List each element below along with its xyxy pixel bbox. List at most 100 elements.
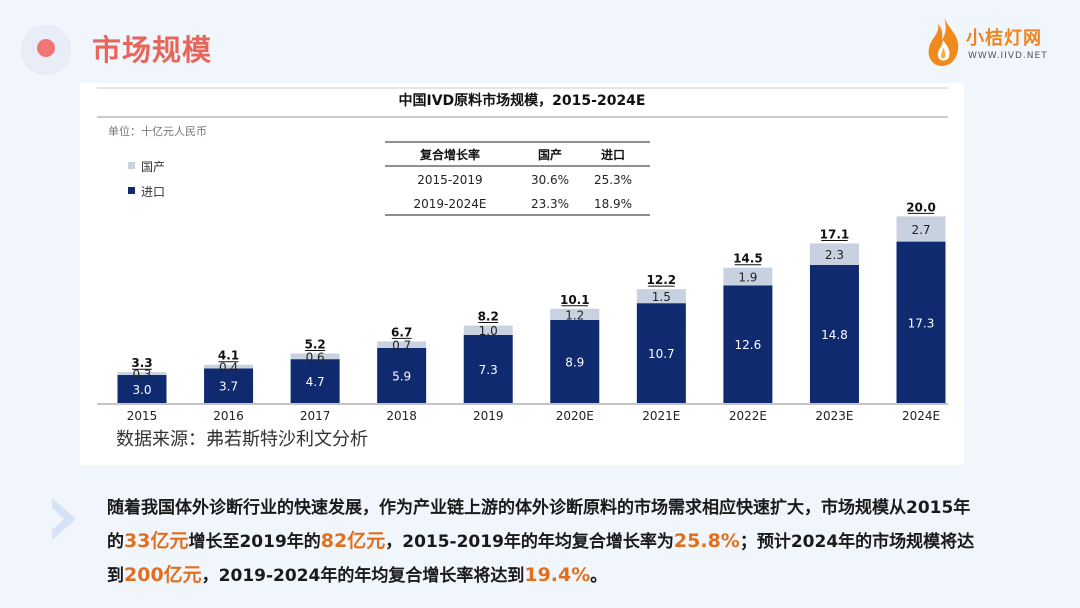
x-tick-label: 2024E — [902, 409, 940, 423]
unit-label: 单位：十亿元人民币 — [108, 124, 207, 138]
label-total: 20.0 — [906, 200, 936, 214]
bar-import — [896, 241, 946, 403]
summary-paragraph: 随着我国体外诊断行业的快速发展，作为产业链上游的体外诊断原料的市场需求相应快速扩… — [107, 492, 977, 593]
label-import: 7.3 — [479, 363, 498, 377]
cagr-header: 进口 — [601, 147, 625, 162]
bars: 3.00.33.3 2015 3.7 0.44.1 2016 4.7 0.65.2 2017 5… — [117, 200, 946, 423]
x-tick-label: 2017 — [300, 409, 331, 423]
label-total: 6.7 — [391, 325, 412, 339]
bar-domestic — [290, 353, 340, 360]
summary-text: 随着我国体外诊断行业的快速发展，作为产业链上游的体外诊断原料的市场需求相应快速扩… — [107, 498, 971, 552]
label-import: 17.3 — [908, 316, 935, 330]
page-title: 市场规模 — [92, 33, 213, 67]
label-import: 3.7 — [219, 380, 238, 394]
label-import: 10.7 — [648, 347, 675, 361]
bar-domestic — [377, 341, 427, 348]
cagr-cell: 18.9% — [594, 197, 632, 211]
bar-import — [463, 334, 513, 403]
label-domestic: 1.0 — [479, 324, 498, 338]
summary-highlight: 25.8% — [673, 530, 740, 552]
x-tick-label: 2021E — [642, 409, 680, 423]
label-total: 3.3 — [131, 356, 152, 370]
logo-url: WWW.IIVD.NET — [968, 51, 1048, 61]
summary-highlight: 19.4% — [524, 564, 591, 586]
summary-text: ，2015-2019年的年均复合增长率为 — [385, 532, 674, 552]
legend-label: 进口 — [141, 185, 165, 199]
x-tick-label: 2020E — [556, 409, 594, 423]
cagr-table: 复合增长率 国产 进口 2015-2019 30.6% 25.3% 2019-2024E 23… — [385, 141, 650, 216]
cagr-cell: 2019-2024E — [414, 197, 487, 211]
label-import: 3.0 — [132, 383, 151, 397]
flame-icon — [928, 18, 959, 66]
cagr-cell: 25.3% — [594, 173, 632, 187]
x-tick-label: 2015 — [127, 409, 158, 423]
label-total: 5.2 — [304, 338, 325, 352]
bar-domestic — [550, 308, 600, 320]
label-domestic: 0.7 — [392, 339, 411, 353]
label-import: 12.6 — [735, 338, 762, 352]
legend-swatch — [128, 162, 135, 169]
cagr-header: 国产 — [538, 147, 562, 162]
x-tick-label: 2019 — [473, 409, 504, 423]
label-import: 8.9 — [565, 355, 584, 369]
legend-swatch — [128, 187, 135, 194]
cagr-cell: 30.6% — [531, 173, 569, 187]
bar-import — [117, 375, 167, 403]
label-import: 4.7 — [306, 375, 325, 389]
legend-label: 国产 — [141, 160, 165, 174]
summary-highlight: 82亿元 — [320, 530, 386, 552]
cagr-cell: 2015-2019 — [417, 173, 482, 187]
bar-domestic — [896, 216, 946, 242]
cagr-cell: 23.3% — [531, 197, 569, 211]
label-domestic: 2.3 — [825, 248, 844, 262]
label-domestic: 1.2 — [565, 308, 584, 322]
x-tick-label: 2016 — [213, 409, 244, 423]
summary-text: 。 — [590, 566, 608, 586]
label-total: 10.1 — [560, 293, 590, 307]
cagr-header: 复合增长率 — [419, 147, 480, 162]
label-total: 17.1 — [820, 227, 850, 241]
label-domestic: 1.9 — [738, 271, 757, 285]
x-tick-label: 2022E — [729, 409, 767, 423]
label-import: 14.8 — [821, 328, 848, 342]
logo-name: 小桔灯网 — [966, 28, 1042, 49]
label-total: 12.2 — [647, 273, 677, 287]
label-domestic: 0.3 — [132, 368, 151, 382]
label-total: 4.1 — [218, 349, 239, 363]
bar-import — [723, 285, 773, 403]
bar-domestic — [636, 289, 686, 304]
bar-import — [377, 347, 427, 403]
x-tick-label: 2023E — [815, 409, 853, 423]
label-import: 5.9 — [392, 369, 411, 383]
bar-import — [204, 368, 254, 403]
x-tick-label: 2018 — [386, 409, 417, 423]
chart-card: 中国IVD原料市场规模，2015-2024E 单位：十亿元人民币 国产 进口 复合… — [80, 83, 964, 465]
bar-domestic — [204, 364, 254, 369]
summary-text: ；预计2024年的市场规模将达到 — [107, 532, 975, 586]
bar-domestic — [463, 325, 513, 335]
logo: 小桔灯网 WWW.IIVD.NET — [924, 16, 1064, 70]
summary-text: 增长至2019年的 — [188, 532, 321, 552]
source-note: 数据来源：弗若斯特沙利文分析 — [116, 429, 368, 450]
label-total: 14.5 — [733, 252, 763, 266]
chevron-right-icon — [52, 498, 76, 540]
label-domestic: 1.5 — [652, 290, 671, 304]
bar-import — [550, 319, 600, 403]
bar-import — [636, 303, 686, 403]
title-marker-dot — [37, 39, 55, 57]
bar-domestic — [809, 243, 859, 265]
label-domestic: 0.4 — [219, 361, 238, 375]
bar-import — [809, 264, 859, 403]
bar-domestic — [723, 267, 773, 286]
summary-highlight: 33亿元 — [124, 530, 189, 552]
summary-text: ，2019-2024年的年均复合增长率将达到 — [201, 566, 525, 586]
bar-import — [290, 359, 340, 403]
label-domestic: 0.6 — [306, 350, 325, 364]
label-total: 8.2 — [478, 310, 499, 324]
bar-domestic — [117, 372, 167, 376]
chart-title: 中国IVD原料市场规模，2015-2024E — [399, 92, 646, 109]
label-domestic: 2.7 — [911, 223, 930, 237]
summary-highlight: 200亿元 — [124, 564, 202, 586]
